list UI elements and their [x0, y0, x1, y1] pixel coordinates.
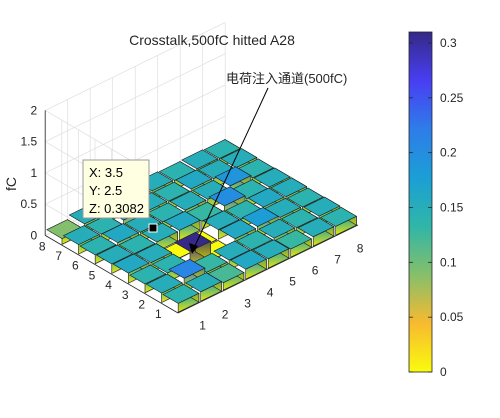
bar-1-1	[162, 283, 200, 313]
bar-face-top	[208, 186, 246, 207]
x-tick-label: 6	[312, 264, 319, 278]
y-tick-label: 7	[55, 249, 62, 263]
x-axis-line	[177, 224, 359, 314]
bar-face-top	[202, 210, 240, 231]
x-tick-label: 2	[222, 308, 229, 322]
x-tick-label: 5	[289, 275, 296, 289]
bar-1-2	[184, 272, 223, 302]
x-tick-label: 8	[357, 242, 364, 256]
chart-title: Crosstalk,500fC hitted A28	[129, 32, 295, 48]
bar-face-top	[220, 148, 258, 168]
bar-face-top	[203, 139, 241, 159]
y-axis-line	[44, 235, 179, 314]
bar-face-top	[168, 258, 206, 279]
y-tick-label: 1	[155, 307, 162, 321]
datatip[interactable]: X: 3.5 Y: 2.5 Z: 0.3082	[82, 159, 158, 233]
bar-face-top	[258, 218, 296, 239]
colorbar-tick-label: 0.05	[440, 310, 464, 324]
bar-1-3	[207, 263, 245, 291]
z-tick-label: 1	[31, 166, 38, 180]
bar-1-5	[252, 239, 290, 269]
annotation-arrowhead	[189, 243, 198, 254]
datatip-marker	[148, 223, 158, 233]
bar-face-top	[252, 239, 290, 260]
z-axis-label: fC	[3, 177, 19, 191]
bar-face-top	[247, 187, 285, 208]
bar-face-top	[241, 207, 279, 227]
bar-face-top	[112, 253, 150, 274]
y-tick-label: 5	[89, 268, 96, 282]
x-tick-label: 7	[334, 253, 341, 267]
bar-face-top	[163, 210, 201, 231]
bar-face-top	[274, 229, 313, 250]
bar-face-top	[181, 149, 219, 170]
x-tick-label: 4	[267, 286, 274, 300]
bar-face-top	[219, 219, 257, 240]
bar-face-top	[129, 264, 167, 285]
bar-face-top	[140, 222, 179, 243]
bar-face-top	[213, 240, 251, 261]
bar-1-7	[297, 217, 335, 247]
x-tick-label: 3	[244, 297, 251, 311]
bar-face-top	[162, 284, 200, 304]
colorbar-ticks: 0 0.05 0.1 0.15 0.2 0.25 0.3	[409, 36, 464, 379]
colorbar-tick-label: 0.1	[440, 255, 457, 269]
colorbar-tick-label: 0.3	[440, 36, 457, 50]
bar-face-top	[175, 169, 213, 190]
bar-1-6	[274, 229, 313, 258]
bar-face-top	[101, 223, 140, 244]
bar-face-top	[62, 225, 100, 245]
datatip-y: Y: 2.5	[89, 183, 122, 198]
bar-face-top	[286, 187, 324, 208]
bar-face-top	[253, 167, 291, 188]
datatip-box	[82, 159, 150, 219]
datatip-x: X: 3.5	[89, 165, 123, 180]
bar-5-3	[140, 222, 179, 252]
annotation-arrow-line	[193, 87, 269, 249]
bar-face-top	[118, 234, 156, 254]
y-tick-label: 6	[72, 259, 79, 273]
annotation: 电荷注入通道(500fC)	[189, 71, 347, 254]
bar-face-top	[319, 207, 358, 227]
bar-face-top	[303, 196, 341, 217]
bar-face-top	[280, 208, 318, 229]
annotation-text: 电荷注入通道(500fC)	[226, 71, 347, 86]
z-tick-label: 0.5	[21, 197, 38, 211]
bar-face-top	[169, 190, 207, 211]
bar-face-top	[145, 273, 183, 294]
y-tick-label: 3	[122, 288, 129, 302]
bar-face-top	[135, 243, 173, 264]
z-tick-label: 0	[31, 228, 38, 242]
bar-face-top	[79, 235, 117, 256]
bar-face-top	[270, 177, 308, 198]
bar-face-top	[152, 181, 190, 202]
bar-face-top	[235, 230, 273, 251]
x-tick-label: 1	[199, 319, 206, 333]
y-tick-label: 8	[39, 239, 46, 253]
z-tick-label: 2	[31, 103, 38, 117]
datatip-z: Z: 0.3082	[89, 201, 144, 216]
y-tick-label: 2	[138, 297, 145, 311]
colorbar-tick-label: 0.25	[440, 91, 464, 105]
bar-face-top	[214, 166, 252, 187]
bar-face-top	[229, 249, 268, 270]
z-tick-label: 1.5	[21, 135, 38, 149]
bar-face-top	[184, 272, 223, 293]
bar-face-top	[297, 217, 335, 238]
colorbar-tick-label: 0.2	[440, 146, 457, 160]
colorbar-tick-label: 0	[440, 365, 447, 379]
y-tick-label: 4	[105, 278, 112, 292]
bar-face-top	[174, 232, 212, 252]
bar-1-4	[229, 249, 268, 280]
bar-face-top	[95, 244, 134, 265]
bar-1-8	[319, 206, 358, 236]
colorbar-tick-label: 0.15	[440, 200, 464, 214]
colorbar	[408, 31, 433, 373]
